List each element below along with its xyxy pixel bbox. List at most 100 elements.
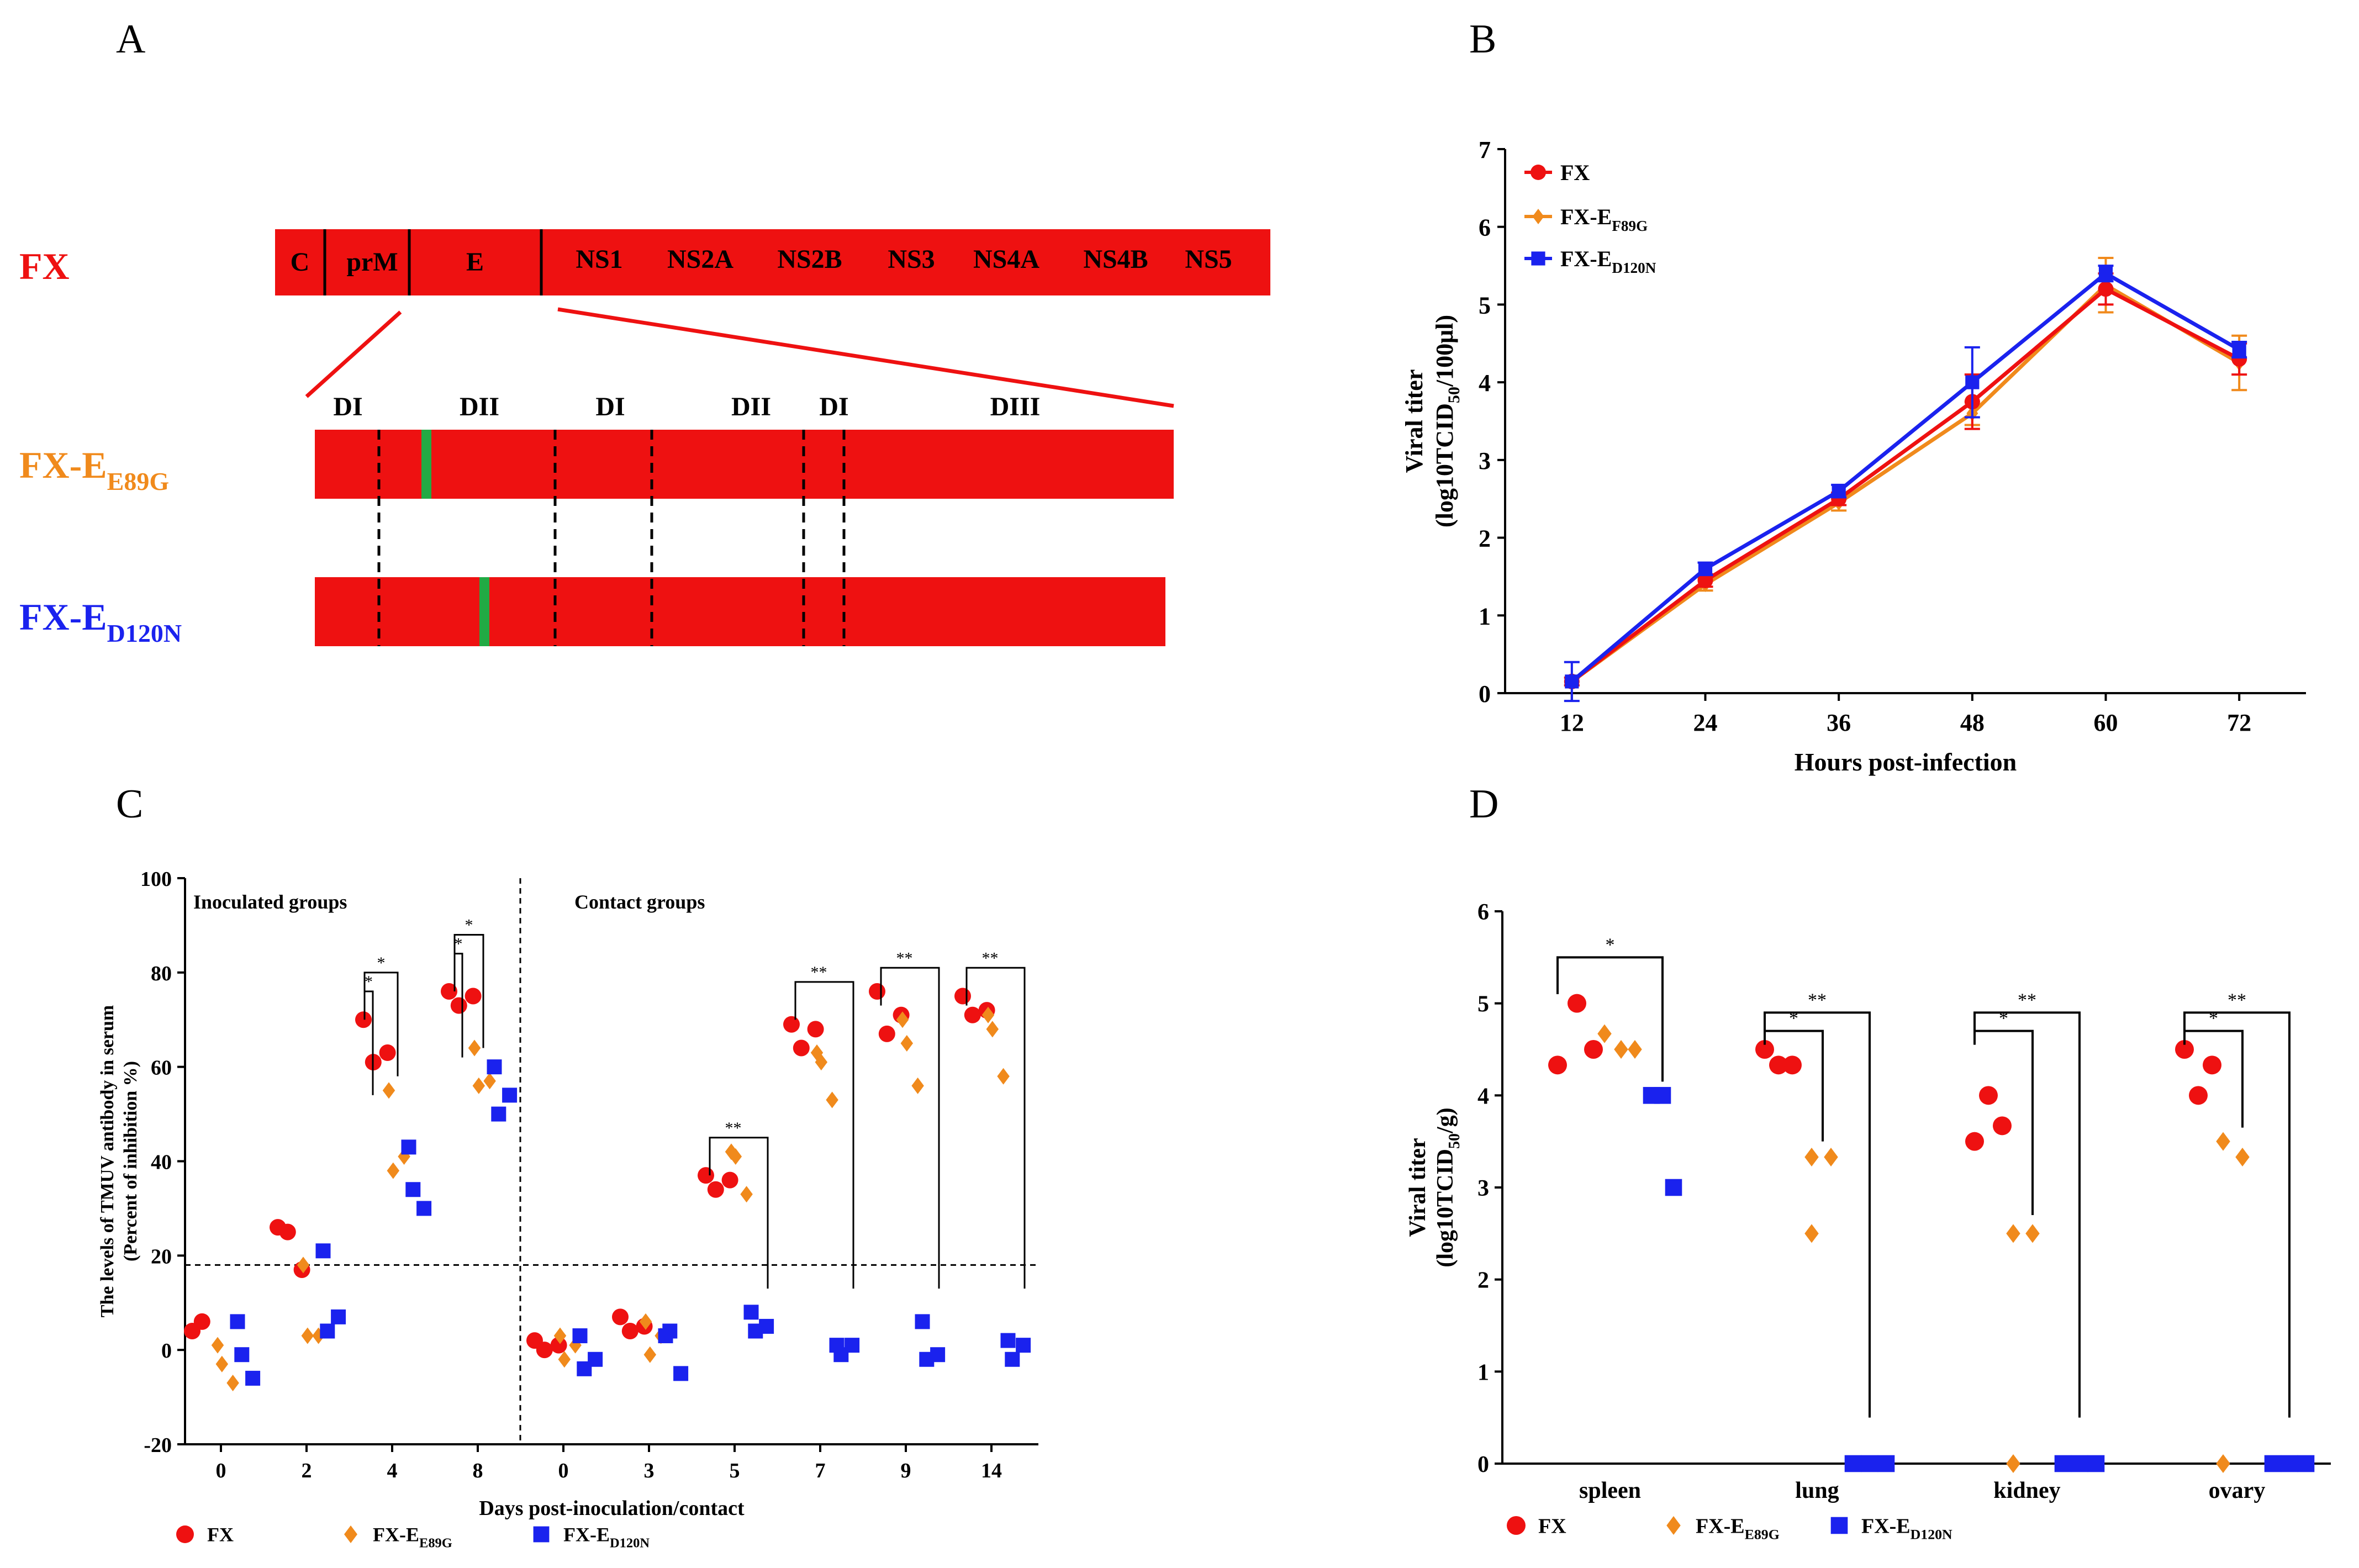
gene-prm: prM: [346, 247, 398, 277]
c-bracket-contact-2: [880, 967, 940, 1289]
c-point-0-0-1: [193, 1313, 210, 1330]
c-sig-0: *: [377, 954, 386, 972]
b-line-0: [1570, 287, 2240, 683]
d-point-2-2-0: [2054, 1455, 2072, 1472]
c-point-0-1-1: [279, 1223, 296, 1240]
c-point-2-4-2: [588, 1351, 603, 1367]
c-point-0-7-1: [793, 1039, 810, 1057]
c-point-1-3-1: [472, 1077, 485, 1094]
c-point-1-9-2: [997, 1068, 1010, 1085]
c-point-2-1-2: [331, 1309, 346, 1324]
c-point-0-3-2: [465, 988, 482, 1005]
c-legend-1-label: FX-EE89G: [373, 1524, 452, 1551]
c-point-2-3-1: [491, 1106, 506, 1122]
domain-di-3: DI: [819, 392, 848, 421]
c-point-1-9-0: [981, 1006, 995, 1023]
c-point-2-3-2: [502, 1087, 518, 1103]
c-point-1-5-1: [643, 1346, 657, 1363]
genome-map-svg: A FX C prM E NS1 NS2A NS2B NS3 NS4A NS4B…: [19, 17, 1276, 647]
panel-letter-d: D: [1469, 782, 1498, 827]
domain-di-1: DI: [333, 392, 362, 421]
d-point-0-3-0: [2175, 1040, 2194, 1059]
c-point-1-3-2: [483, 1073, 496, 1090]
c-point-0-5-0: [612, 1308, 629, 1326]
c-bracket-3: [453, 953, 463, 1058]
b-ytick-label-7: 7: [1479, 136, 1491, 163]
c-ytick-label-5: 80: [151, 962, 172, 985]
d-point-1-3-2: [2235, 1148, 2250, 1166]
b-line-1: [1570, 282, 2240, 683]
c-bracket-contact-0: [709, 1137, 769, 1289]
gene-ns3: NS3: [888, 245, 935, 274]
c-point-1-2-2: [398, 1148, 410, 1165]
d-ytick-label-5: 5: [1477, 992, 1489, 1017]
b-y-axis-title-2: (log10TCID50/100μl): [1431, 315, 1463, 527]
d120n-e-bar: [315, 577, 1165, 646]
e89g-e-bar: [315, 430, 1174, 499]
c-point-1-6-1: [729, 1148, 742, 1165]
c-point-1-5-0: [639, 1313, 652, 1330]
e89g-mutation-site: [421, 430, 431, 499]
c-group-label-inoculated: Inoculated groups: [193, 891, 347, 913]
c-point-1-3-0: [468, 1039, 481, 1057]
b-line-2: [1570, 271, 2240, 683]
c-point-1-4-1: [558, 1351, 571, 1368]
d-point-2-1-1: [1861, 1455, 1878, 1472]
c-point-0-8-1: [878, 1025, 895, 1042]
d-y-axis-title: Viral titer: [1405, 1138, 1431, 1237]
c-xtick-label-2: 4: [387, 1459, 398, 1482]
b-point-2-5: [2232, 342, 2246, 357]
d-point-2-2-2: [2087, 1455, 2105, 1472]
b-xtick-label-5: 72: [2227, 709, 2251, 736]
c-legend-2-label: FX-ED120N: [563, 1524, 650, 1551]
d-point-1-0-0: [1597, 1024, 1612, 1043]
c-point-2-2-2: [416, 1201, 432, 1216]
c-xtick-label-5: 3: [644, 1459, 655, 1482]
c-point-0-7-2: [807, 1021, 824, 1038]
fx-genome-bar: [275, 229, 1276, 295]
b-legend-0-label: FX: [1560, 160, 1590, 185]
c-point-0-6-0: [698, 1167, 714, 1184]
d-point-2-1-0: [1844, 1455, 1862, 1472]
c-xtick-label-0: 0: [216, 1459, 226, 1482]
b-xtick-label-2: 36: [1827, 709, 1851, 736]
d-point-1-2-1: [2006, 1224, 2020, 1243]
gene-ns1: NS1: [576, 245, 622, 274]
d-ytick-label-4: 4: [1477, 1084, 1489, 1109]
c-point-1-0-2: [226, 1374, 239, 1391]
d-legend-2-marker: [1830, 1517, 1848, 1534]
e89g-label: FX-EE89G: [19, 444, 169, 495]
c-point-2-8-0: [915, 1314, 930, 1329]
c-point-1-4-0: [553, 1327, 567, 1344]
d-point-1-3-1: [2216, 1132, 2230, 1151]
c-point-2-5-1: [662, 1323, 678, 1339]
b-ytick-label-5: 5: [1479, 292, 1491, 319]
c-point-2-0-2: [245, 1370, 261, 1386]
d-point-2-3-0: [2264, 1455, 2282, 1472]
c-point-2-9-2: [1016, 1338, 1031, 1353]
b-point-2-0: [1565, 674, 1579, 689]
b-xtick-label-3: 48: [1960, 709, 1985, 736]
c-point-2-3-0: [487, 1059, 502, 1075]
d-bracket-3: [1973, 1011, 2081, 1418]
d-bracket-5: [2183, 1011, 2291, 1418]
panel-letter-a: A: [116, 17, 145, 62]
d120n-mutation-site: [479, 577, 489, 646]
c-point-1-1-0: [297, 1256, 310, 1274]
b-ytick-label-2: 2: [1479, 525, 1491, 552]
domain-dii-1: DII: [460, 392, 499, 421]
c-point-1-6-0: [725, 1143, 738, 1160]
c-point-0-4-1: [536, 1342, 553, 1359]
d-point-1-0-2: [1628, 1040, 1642, 1059]
b-legend-2-label: FX-ED120N: [1560, 246, 1656, 276]
c-point-0-5-1: [621, 1323, 638, 1339]
c-point-1-6-2: [740, 1186, 753, 1203]
c-sig-contact-3: **: [982, 949, 999, 967]
b-xtick-label-4: 60: [2094, 709, 2118, 736]
d-bracket-4: [1973, 1030, 2034, 1215]
c-xtick-label-9: 14: [981, 1459, 1002, 1482]
c-point-1-8-0: [896, 1011, 909, 1028]
b-ytick-label-3: 3: [1479, 447, 1491, 474]
d-legend-0-label: FX: [1538, 1514, 1566, 1538]
